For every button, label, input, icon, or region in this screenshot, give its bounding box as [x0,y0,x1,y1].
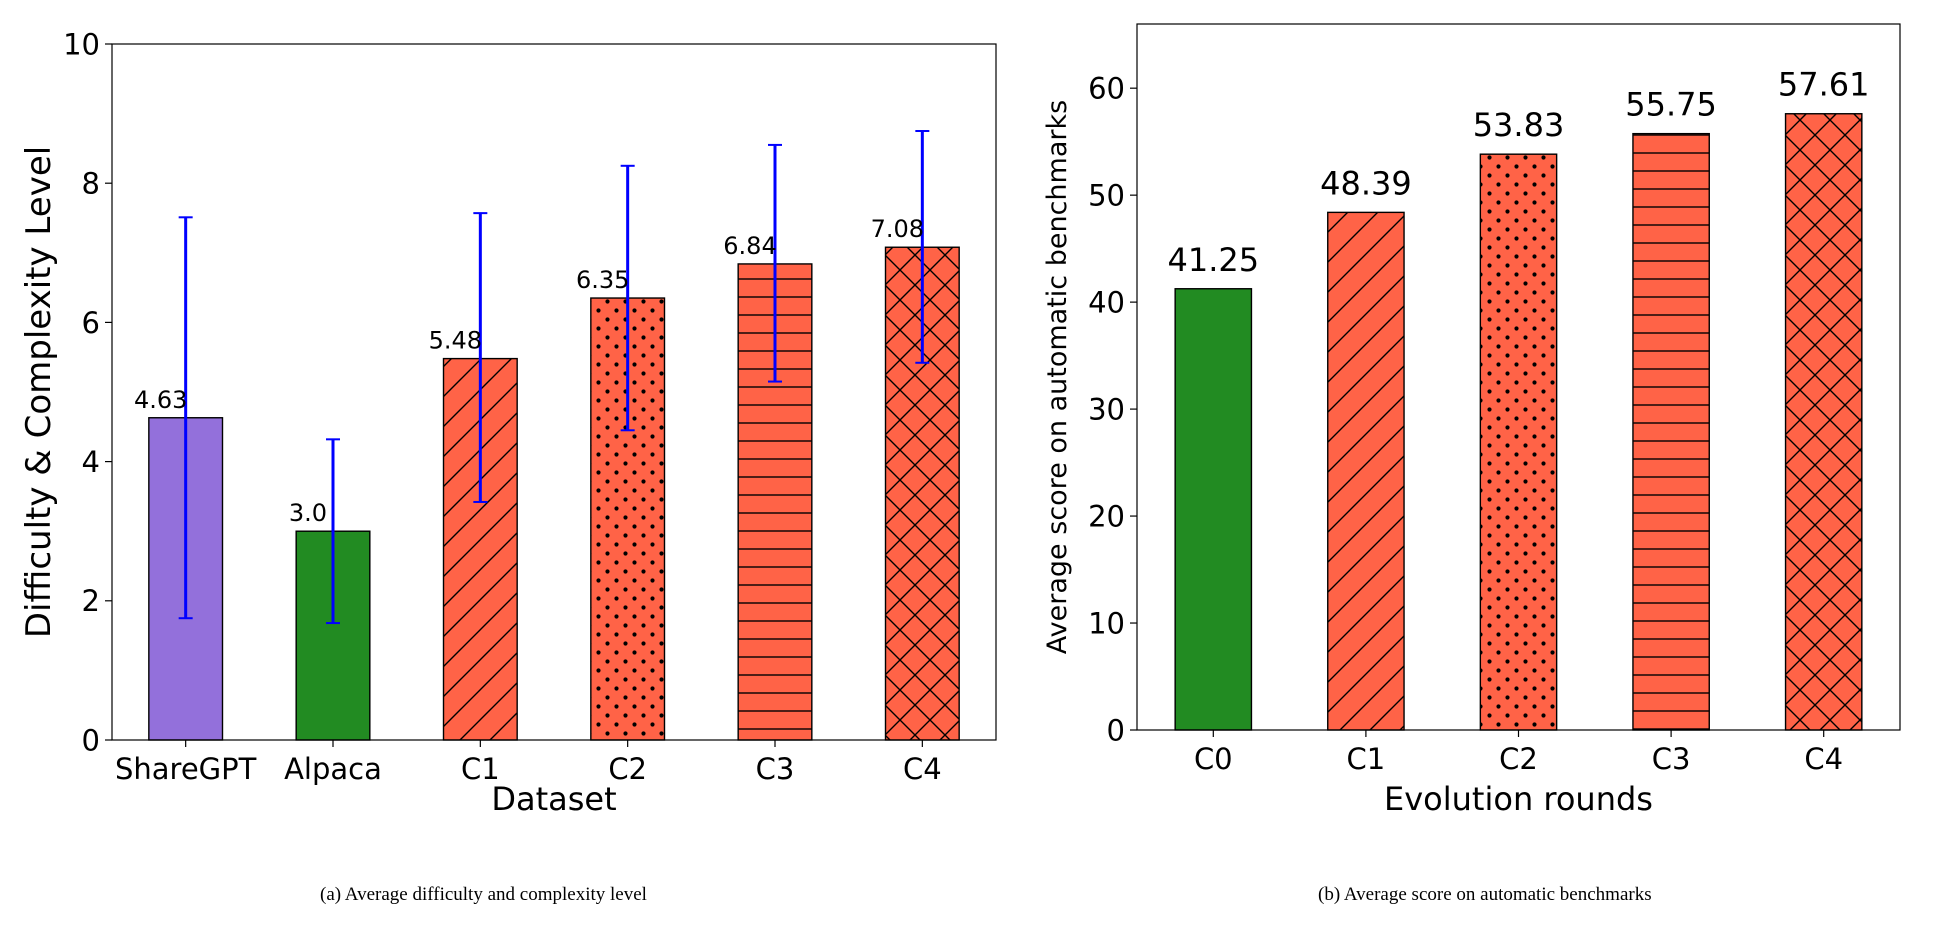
x-axis-label: Dataset [491,780,616,818]
plot-frame [111,43,997,741]
x-tick-label: ShareGPT [115,752,257,786]
value-label-C2: 6.35 [576,266,629,294]
y-tick-label: 6 [82,306,100,340]
bar-hatch-C3 [1632,133,1710,731]
y-tick-label: 40 [1088,286,1125,320]
x-tick-label: C3 [1652,742,1691,776]
x-tick-label: C4 [1804,742,1843,776]
value-label-C1: 48.39 [1320,164,1412,202]
y-tick-label: 4 [82,445,100,479]
difficulty-chart: 4.63 3.0 5.48 6.35 6.84 7.08 0 2 4 6 8 10 ShareGPT Al… [19,27,997,818]
y-tick-label: 2 [82,584,100,618]
x-tick-label: C2 [608,752,647,786]
y-tick-label: 60 [1088,72,1125,106]
bar-hatch-C2 [1480,154,1557,730]
x-tick-label: C1 [1347,742,1386,776]
y-tick-label: 20 [1088,500,1125,534]
y-tick-label: 30 [1088,393,1125,427]
bar-hatch-C1 [1327,212,1405,730]
x-tick-label: C3 [756,752,795,786]
value-label-C4: 57.61 [1778,66,1870,104]
value-label-C3: 55.75 [1625,86,1717,124]
y-tick-label: 10 [63,27,100,61]
value-label-C3: 6.84 [723,232,776,260]
x-tick-label: Alpaca [284,752,382,786]
value-label-Alpaca: 3.0 [289,499,327,527]
x-tick-label: C1 [461,752,500,786]
y-tick-label: 50 [1088,179,1125,213]
x-tick-label: C0 [1194,742,1233,776]
value-label-C0: 41.25 [1167,241,1259,279]
y-axis-label: Average score on automatic benchmarks [1042,100,1073,654]
value-label-C1: 5.48 [429,327,482,355]
benchmark-chart: 41.25 48.39 53.83 55.75 57.61 0 10 20 30 40 50 60 C0… [1042,23,1901,818]
y-tick-label: 0 [1107,713,1125,747]
value-label-ShareGPT: 4.63 [134,386,187,414]
value-label-C2: 53.83 [1473,106,1565,144]
y-axis-label: Difficulty & Complexity Level [19,146,59,638]
y-tick-label: 8 [82,167,100,201]
x-tick-label: C2 [1499,742,1538,776]
x-tick-label: C4 [903,752,942,786]
value-label-C4: 7.08 [871,215,924,243]
x-axis-label: Evolution rounds [1384,780,1653,818]
y-tick-label: 10 [1088,606,1125,640]
bar-C0 [1175,288,1252,730]
y-tick-label: 0 [82,723,100,757]
subcaption-a: (a) Average difficulty and complexity le… [320,884,647,905]
subcaption-b: (b) Average score on automatic benchmark… [1318,884,1652,905]
bar-hatch-C4 [1785,113,1862,731]
